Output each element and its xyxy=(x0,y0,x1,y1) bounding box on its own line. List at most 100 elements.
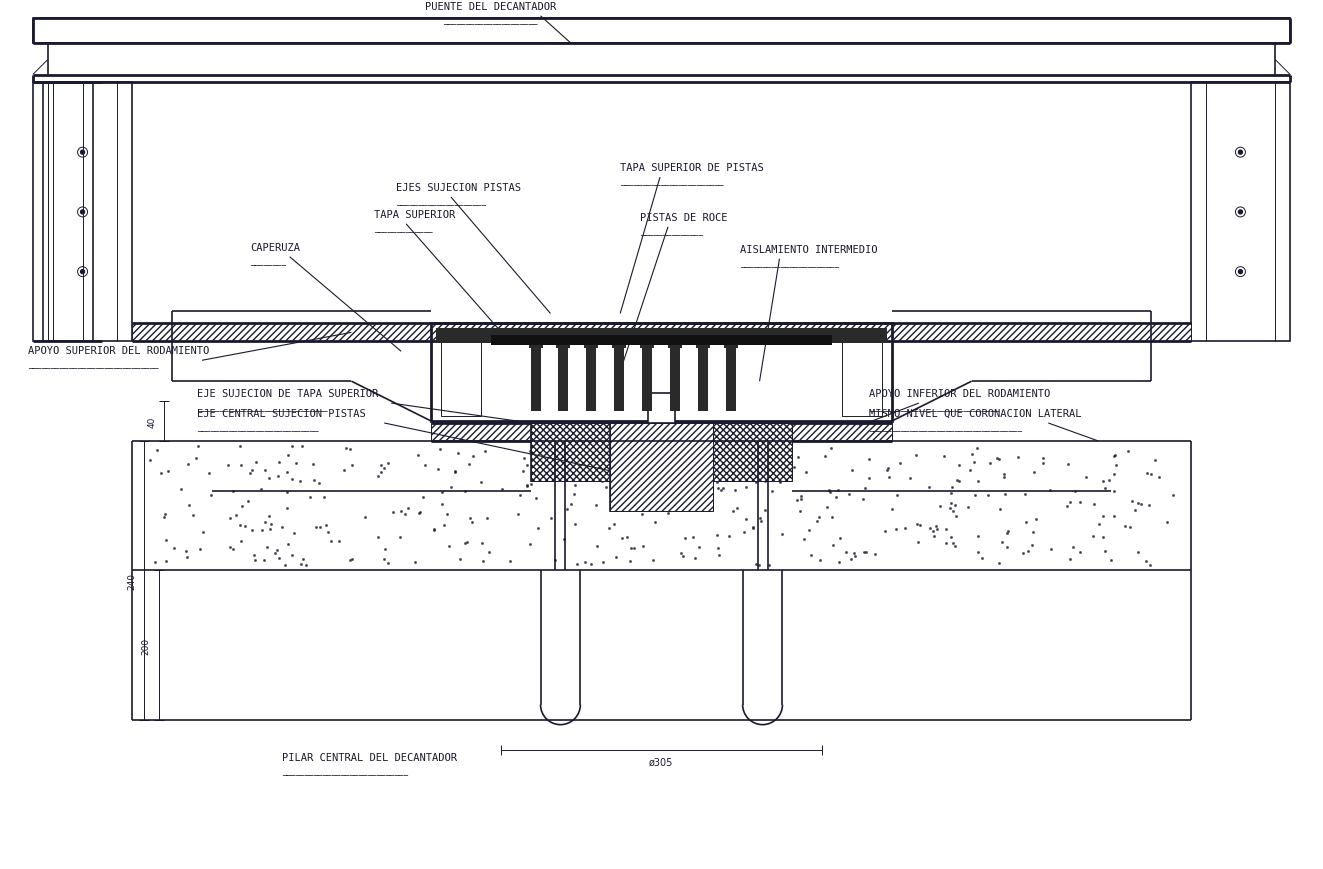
Point xyxy=(183,508,204,522)
Point xyxy=(722,504,744,518)
Point xyxy=(586,540,607,554)
Point xyxy=(718,530,740,544)
Point xyxy=(1131,498,1152,512)
Point xyxy=(787,450,808,464)
Point xyxy=(328,534,349,548)
Point xyxy=(187,440,208,454)
Point xyxy=(736,513,757,527)
Point xyxy=(962,448,983,461)
Point xyxy=(1057,457,1078,471)
Point xyxy=(1094,481,1115,495)
Point xyxy=(994,470,1015,484)
Point xyxy=(742,521,763,534)
Point xyxy=(274,559,295,573)
Point xyxy=(908,536,929,550)
Point xyxy=(979,457,1000,471)
Point xyxy=(253,553,274,567)
Point xyxy=(1138,499,1159,513)
Point xyxy=(613,492,634,506)
Point xyxy=(593,555,614,569)
Point xyxy=(409,505,430,519)
Point xyxy=(638,441,659,454)
Point xyxy=(513,451,534,465)
Point xyxy=(139,454,160,468)
Point xyxy=(991,535,1012,549)
Text: PUENTE DEL DECANTADOR: PUENTE DEL DECANTADOR xyxy=(425,2,557,12)
Point xyxy=(1114,519,1135,533)
Text: APOYO INFERIOR DEL RODAMIENTO: APOYO INFERIOR DEL RODAMIENTO xyxy=(869,388,1050,399)
Text: 200: 200 xyxy=(142,637,151,653)
Point xyxy=(675,532,696,546)
Point xyxy=(217,459,238,473)
Point xyxy=(1008,450,1029,464)
Point xyxy=(1119,521,1140,534)
Point xyxy=(1093,474,1114,488)
Point xyxy=(437,507,458,521)
Point xyxy=(855,481,876,495)
Point xyxy=(906,517,927,531)
Point xyxy=(876,463,897,477)
Point xyxy=(1084,530,1105,544)
Point xyxy=(733,525,754,539)
Point xyxy=(278,537,299,551)
Point xyxy=(315,519,336,533)
Point xyxy=(1084,498,1105,512)
Point xyxy=(706,528,728,542)
Point xyxy=(201,488,222,502)
Point xyxy=(1101,553,1122,567)
Point xyxy=(1156,515,1177,529)
Circle shape xyxy=(1238,151,1242,155)
Point xyxy=(333,463,355,477)
Text: ___________________________: ___________________________ xyxy=(197,422,319,432)
Point xyxy=(889,456,910,470)
Point xyxy=(603,517,624,531)
Point xyxy=(454,536,475,550)
Point xyxy=(520,444,541,458)
Point xyxy=(1015,487,1036,501)
Text: _____________________________: _____________________________ xyxy=(197,402,328,412)
Point xyxy=(157,464,179,478)
Point xyxy=(885,522,906,536)
Point xyxy=(708,481,729,495)
Text: __________________________________: __________________________________ xyxy=(869,422,1023,432)
Point xyxy=(939,487,960,501)
Bar xyxy=(431,423,892,441)
Point xyxy=(472,554,493,568)
Point xyxy=(1060,553,1081,567)
Point xyxy=(295,558,316,572)
Point xyxy=(144,555,165,569)
Point xyxy=(878,470,900,484)
Point xyxy=(1060,495,1081,509)
Point xyxy=(564,518,585,532)
Point xyxy=(243,548,265,562)
Point xyxy=(894,521,916,535)
Point xyxy=(292,552,314,566)
Point xyxy=(859,453,880,467)
Point xyxy=(1013,547,1035,561)
Point xyxy=(631,507,652,521)
Point xyxy=(942,537,963,551)
Point xyxy=(988,556,1009,570)
Point xyxy=(310,521,331,534)
Point xyxy=(1121,494,1142,508)
Point xyxy=(706,475,728,489)
Point xyxy=(291,558,312,572)
Bar xyxy=(529,341,542,349)
Point xyxy=(339,443,360,457)
Bar xyxy=(585,341,598,349)
Point xyxy=(1106,459,1127,473)
Point xyxy=(189,542,210,556)
Point xyxy=(303,473,324,487)
Point xyxy=(151,467,172,481)
Bar xyxy=(1191,83,1290,342)
Point xyxy=(925,520,946,534)
Point xyxy=(605,550,626,564)
Bar xyxy=(843,329,882,416)
Point xyxy=(370,458,392,472)
Point xyxy=(269,552,290,566)
Point xyxy=(933,449,954,463)
Text: EJE CENTRAL SUJECION PISTAS: EJE CENTRAL SUJECION PISTAS xyxy=(197,408,365,419)
Point xyxy=(926,523,947,537)
Point xyxy=(816,501,837,514)
Circle shape xyxy=(1238,210,1242,215)
